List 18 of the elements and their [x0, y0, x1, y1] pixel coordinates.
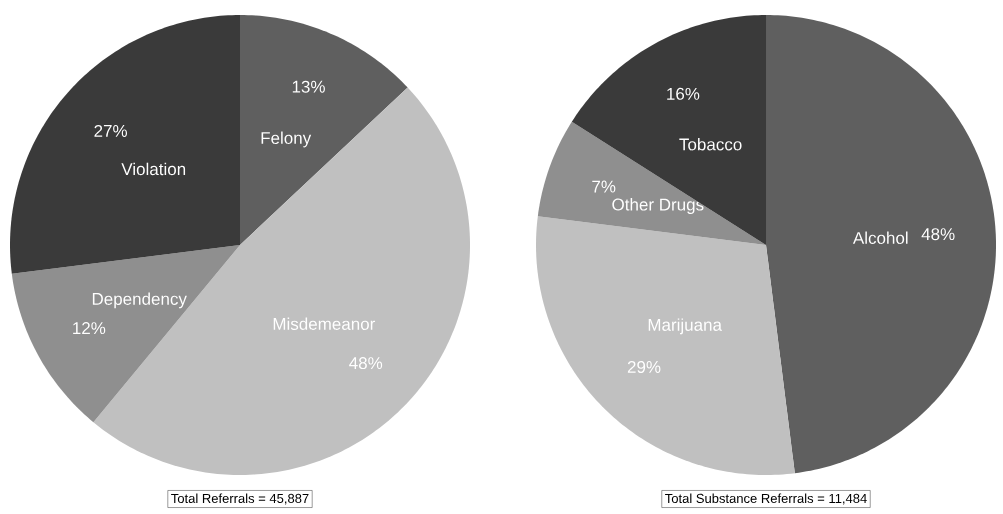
data-label: 7%	[592, 180, 616, 193]
slice-label: Misdemeanor	[273, 317, 376, 330]
slice-label: Tobacco	[679, 137, 742, 151]
slice-label: Alcohol	[852, 231, 908, 245]
data-label: 27%	[94, 124, 127, 137]
data-label: 48%	[349, 357, 383, 370]
slice-label: Violation	[121, 162, 186, 176]
slice-label: Dependency	[92, 292, 187, 309]
data-label: 16%	[667, 87, 700, 100]
slice-label: Marijuana	[648, 318, 722, 335]
data-label: 48%	[921, 228, 955, 241]
data-label: 29%	[627, 360, 661, 373]
data-label: 12%	[73, 322, 106, 335]
data-label: 13%	[292, 80, 325, 93]
text: Total Substance Referrals = 11,484	[665, 493, 867, 505]
slice-label: Felony	[261, 131, 312, 148]
text: Total Referrals = 45,887	[171, 493, 309, 505]
slice-label: Other Drugs	[612, 198, 704, 214]
